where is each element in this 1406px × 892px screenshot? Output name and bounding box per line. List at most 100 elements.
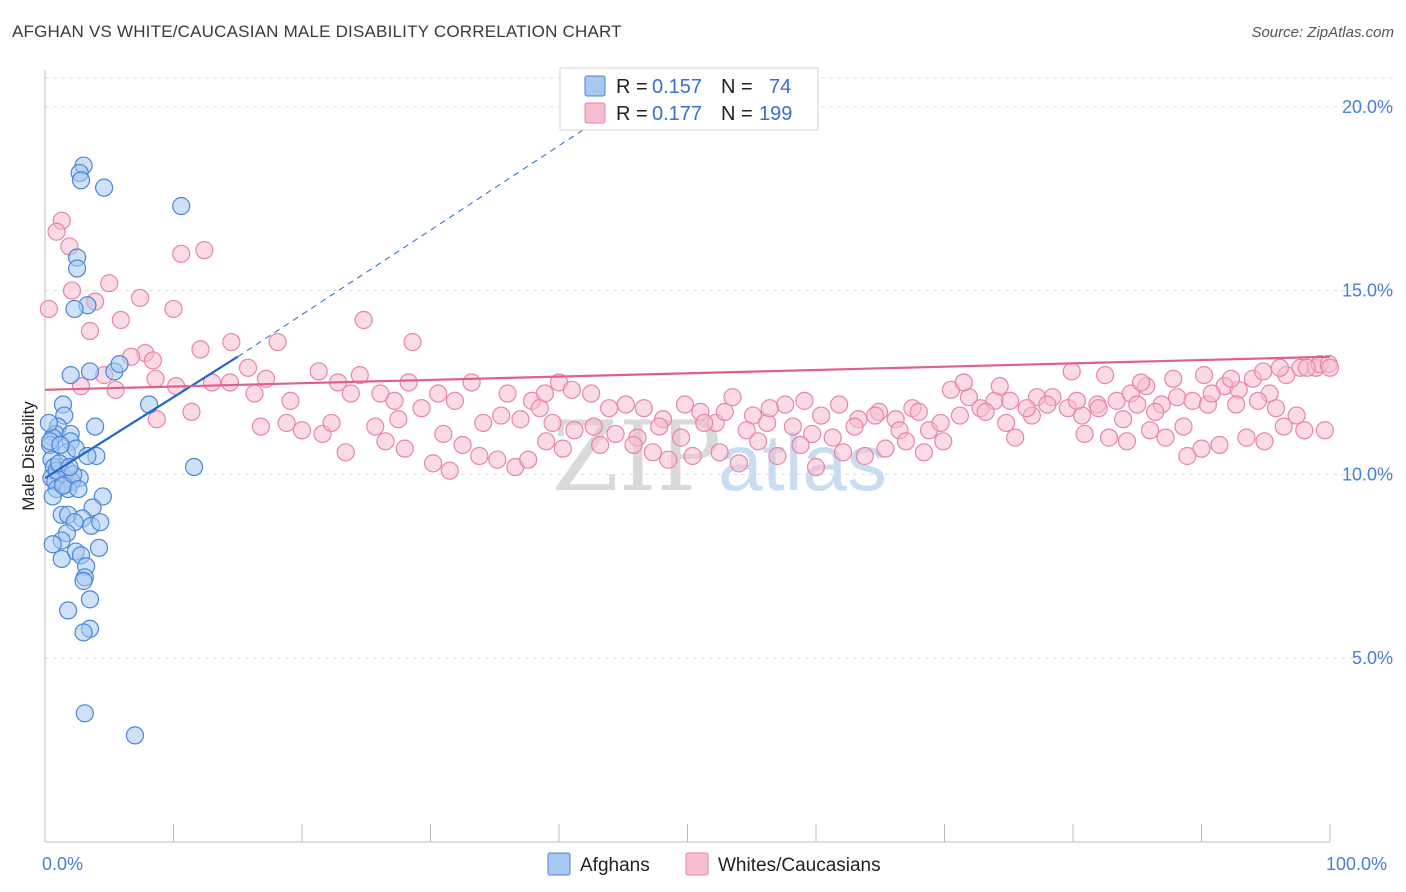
whites-point-95 bbox=[1096, 366, 1115, 385]
afghans-point-72 bbox=[69, 479, 88, 499]
whites-point-195 bbox=[1274, 417, 1293, 436]
whites-point-172 bbox=[710, 443, 729, 462]
whites-point-12 bbox=[80, 321, 100, 341]
whites-point-170 bbox=[659, 450, 678, 469]
whites-point-45 bbox=[562, 380, 581, 399]
whites-point-13 bbox=[354, 310, 373, 330]
legend-r-label-whites: R = bbox=[616, 103, 648, 125]
x-tick-label-max: 100.0% bbox=[1326, 854, 1387, 874]
afghans-point-10 bbox=[61, 366, 80, 385]
legend-r-value-whites: 0.177 bbox=[652, 103, 702, 125]
whites-point-141 bbox=[997, 413, 1016, 433]
legend-swatch-afghans bbox=[584, 75, 606, 97]
whites-series bbox=[39, 211, 1340, 480]
whites-point-135 bbox=[866, 406, 885, 425]
whites-point-144 bbox=[1067, 391, 1086, 410]
whites-point-104 bbox=[182, 402, 201, 421]
whites-point-179 bbox=[855, 446, 874, 466]
stats-legend: R = 0.157 N = 74 R = 0.177 N = 199 bbox=[559, 67, 819, 131]
whites-point-147 bbox=[1128, 395, 1147, 414]
bottom-legend-swatch-whites bbox=[685, 852, 709, 876]
whites-point-28 bbox=[220, 373, 240, 392]
y-tick-label-15: 15.0% bbox=[1342, 281, 1393, 301]
whites-point-92 bbox=[990, 377, 1009, 396]
whites-trend-line bbox=[44, 355, 1331, 391]
whites-point-134 bbox=[845, 417, 864, 436]
whites-point-139 bbox=[950, 406, 970, 425]
legend-r-label-afghans: R = bbox=[616, 76, 648, 98]
whites-point-111 bbox=[366, 417, 385, 436]
whites-point-184 bbox=[1006, 428, 1025, 447]
whites-point-176 bbox=[791, 435, 810, 455]
afghans-point-71 bbox=[39, 413, 58, 433]
whites-point-193 bbox=[1237, 428, 1256, 447]
afghans-point-8 bbox=[65, 299, 84, 319]
whites-point-17 bbox=[191, 340, 210, 359]
whites-point-161 bbox=[470, 446, 489, 466]
whites-point-8 bbox=[130, 288, 150, 308]
whites-point-126 bbox=[671, 428, 691, 447]
whites-point-35 bbox=[371, 384, 390, 403]
whites-point-142 bbox=[1017, 399, 1036, 418]
whites-point-175 bbox=[768, 446, 787, 466]
whites-point-132 bbox=[803, 424, 822, 444]
whites-point-186 bbox=[1099, 428, 1119, 447]
whites-point-1 bbox=[47, 222, 66, 241]
whites-point-149 bbox=[1174, 417, 1193, 436]
whites-point-48 bbox=[616, 395, 635, 414]
afghans-point-4 bbox=[172, 196, 191, 216]
whites-point-154 bbox=[1287, 406, 1306, 425]
afghans-point-3 bbox=[95, 178, 114, 197]
whites-point-76 bbox=[1107, 391, 1126, 410]
whites-point-121 bbox=[565, 421, 584, 440]
whites-point-194 bbox=[1255, 432, 1274, 451]
afghans-point-13 bbox=[139, 395, 159, 414]
afghans-point-63 bbox=[125, 726, 145, 745]
whites-point-143 bbox=[1038, 395, 1057, 414]
whites-point-11 bbox=[111, 310, 130, 330]
whites-point-56 bbox=[758, 413, 777, 433]
whites-point-106 bbox=[251, 417, 270, 436]
whites-point-81 bbox=[1183, 391, 1202, 410]
afghans-point-47 bbox=[91, 513, 110, 532]
whites-point-94 bbox=[1062, 362, 1081, 381]
bottom-legend-swatch-afghans bbox=[547, 852, 571, 876]
whites-point-26 bbox=[106, 380, 125, 399]
whites-point-49 bbox=[634, 399, 653, 418]
whites-point-178 bbox=[833, 443, 853, 462]
whites-point-148 bbox=[1146, 402, 1165, 421]
x-axis-ticks bbox=[44, 824, 1331, 842]
afghans-point-51 bbox=[89, 538, 109, 558]
whites-point-129 bbox=[737, 421, 756, 440]
whites-point-187 bbox=[1117, 432, 1137, 451]
whites-point-166 bbox=[553, 439, 572, 458]
whites-point-155 bbox=[1315, 421, 1334, 440]
whites-point-156 bbox=[336, 443, 355, 462]
whites-point-33 bbox=[281, 391, 300, 410]
whites-point-122 bbox=[584, 417, 603, 436]
whites-point-153 bbox=[1266, 399, 1286, 418]
whites-point-59 bbox=[812, 406, 831, 425]
whites-point-108 bbox=[292, 421, 312, 440]
whites-point-39 bbox=[445, 391, 465, 410]
whites-point-185 bbox=[1075, 424, 1094, 444]
whites-point-127 bbox=[695, 413, 714, 433]
whites-point-110 bbox=[322, 413, 341, 433]
whites-point-180 bbox=[876, 439, 895, 458]
whites-point-120 bbox=[543, 413, 562, 433]
afghans-point-59 bbox=[59, 601, 78, 620]
whites-point-37 bbox=[399, 373, 418, 392]
afghans-point-28 bbox=[184, 457, 204, 477]
whites-point-116 bbox=[474, 413, 493, 433]
afghans-trend-extension bbox=[237, 128, 585, 358]
whites-point-47 bbox=[600, 399, 619, 418]
whites-point-164 bbox=[519, 450, 538, 469]
trend-lines bbox=[44, 128, 1331, 479]
whites-point-30 bbox=[146, 369, 165, 388]
whites-point-2 bbox=[195, 241, 214, 260]
legend-n-value-whites: 199 bbox=[759, 103, 792, 125]
whites-point-105 bbox=[147, 410, 166, 429]
whites-point-16 bbox=[403, 332, 422, 352]
whites-point-140 bbox=[976, 402, 995, 421]
whites-point-96 bbox=[1132, 373, 1151, 392]
